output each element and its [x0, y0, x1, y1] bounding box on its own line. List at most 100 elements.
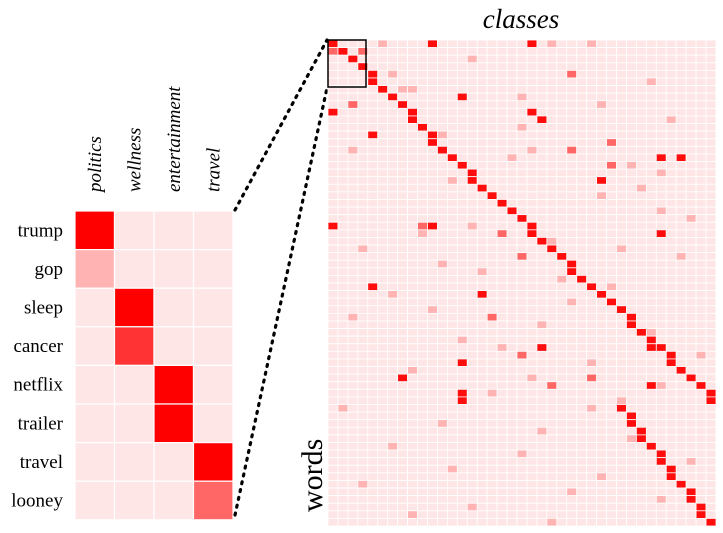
- matrix-cell: [616, 305, 627, 314]
- matrix-cell: [427, 92, 438, 102]
- matrix-cell: [377, 206, 389, 216]
- matrix-cell: [456, 495, 468, 504]
- matrix-cell: [655, 366, 667, 375]
- matrix-cell: [337, 366, 349, 375]
- matrix-cell: [675, 457, 687, 466]
- matrix-cell: [486, 153, 498, 162]
- matrix-cell: [616, 518, 627, 527]
- matrix-cell: [636, 480, 647, 489]
- matrix-cell: [645, 404, 657, 413]
- matrix-cell: [357, 183, 369, 193]
- matrix-cell: [476, 69, 488, 79]
- matrix-cell: [655, 350, 667, 360]
- matrix-cell: [407, 411, 418, 421]
- matrix-cell: [546, 54, 558, 64]
- matrix-cell: [377, 495, 389, 504]
- matrix-cell: [536, 267, 548, 276]
- matrix-cell: [456, 92, 468, 102]
- matrix-cell: [377, 358, 389, 367]
- matrix-cell: [417, 252, 428, 261]
- matrix-cell: [526, 464, 538, 474]
- matrix-cell: [407, 502, 418, 512]
- matrix-cell: [337, 373, 349, 383]
- matrix-cell: [387, 388, 399, 398]
- matrix-cell: [566, 328, 578, 337]
- matrix-cell: [446, 69, 458, 79]
- matrix-cell: [675, 252, 687, 261]
- matrix-cell: [645, 161, 657, 170]
- matrix-cell: [446, 388, 458, 398]
- matrix-cell: [695, 100, 707, 109]
- matrix-cell: [357, 259, 369, 269]
- matrix-cell: [546, 464, 558, 474]
- matrix-cell: [705, 312, 717, 322]
- matrix-cell: [337, 123, 349, 132]
- matrix-cell: [486, 449, 498, 459]
- matrix-cell: [636, 411, 647, 421]
- matrix-cell: [576, 77, 588, 86]
- matrix-cell: [446, 335, 458, 345]
- matrix-cell: [337, 47, 349, 56]
- matrix-cell: [665, 358, 677, 367]
- matrix-cell: [446, 290, 458, 299]
- matrix-cell: [327, 350, 339, 360]
- matrix-cell: [347, 442, 359, 451]
- matrix-cell: [387, 442, 399, 451]
- matrix-cell: [645, 449, 657, 459]
- matrix-cell: [427, 381, 438, 390]
- matrix-cell: [377, 350, 389, 360]
- matrix-cell: [636, 305, 647, 314]
- matrix-cell: [417, 366, 428, 375]
- matrix-cell: [347, 495, 359, 504]
- matrix-cell: [327, 381, 339, 390]
- matrix-cell: [516, 199, 528, 208]
- matrix-cell: [377, 62, 389, 71]
- matrix-cell: [526, 495, 538, 504]
- matrix-cell: [705, 100, 717, 109]
- matrix-cell: [387, 350, 399, 360]
- matrix-cell: [407, 343, 418, 352]
- matrix-cell: [655, 100, 667, 109]
- matrix-cell: [536, 358, 548, 367]
- matrix-cell: [526, 107, 538, 117]
- matrix-cell: [556, 168, 568, 178]
- zoom-row-label: gop: [35, 259, 64, 280]
- matrix-cell: [337, 320, 349, 329]
- matrix-cell: [536, 138, 548, 147]
- matrix-cell: [516, 183, 528, 193]
- matrix-cell: [665, 107, 677, 117]
- matrix-cell: [705, 487, 717, 497]
- matrix-cell: [377, 396, 389, 405]
- matrix-cell: [407, 282, 418, 291]
- matrix-cell: [596, 480, 607, 489]
- matrix-cell: [506, 267, 518, 276]
- matrix-cell: [496, 214, 508, 223]
- matrix-cell: [675, 107, 687, 117]
- matrix-cell: [466, 434, 478, 443]
- matrix-cell: [626, 229, 637, 238]
- matrix-cell: [606, 259, 617, 269]
- matrix-cell: [417, 419, 428, 428]
- matrix-cell: [616, 434, 627, 443]
- matrix-cell: [417, 328, 428, 337]
- matrix-cell: [556, 237, 568, 246]
- matrix-cell: [596, 123, 607, 132]
- matrix-cell: [327, 221, 339, 231]
- matrix-cell: [377, 502, 389, 512]
- matrix-cell: [626, 161, 637, 170]
- matrix-cell: [387, 495, 399, 504]
- matrix-cell: [456, 502, 468, 512]
- matrix-cell: [446, 343, 458, 352]
- matrix-cell: [566, 518, 578, 527]
- matrix-cell: [486, 328, 498, 337]
- matrix-cell: [675, 229, 687, 238]
- matrix-cell: [526, 206, 538, 216]
- matrix-cell: [705, 183, 717, 193]
- matrix-cell: [486, 457, 498, 466]
- matrix-cell: [506, 358, 518, 367]
- matrix-cell: [357, 335, 369, 345]
- matrix-cell: [427, 77, 438, 86]
- matrix-cell: [456, 191, 468, 200]
- matrix-cell: [685, 252, 697, 261]
- matrix-cell: [675, 290, 687, 299]
